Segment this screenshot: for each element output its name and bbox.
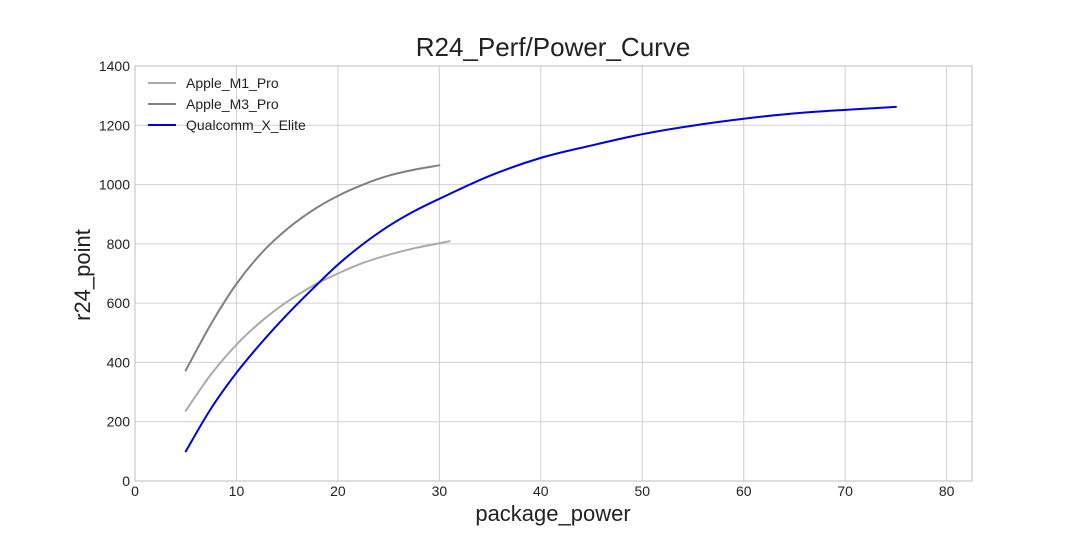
legend-label-apple-m3-pro: Apple_M3_Pro [186,96,279,112]
x-axis-title: package_power [475,501,630,526]
series-line-apple-m3-pro [184,164,441,372]
plot-frame [134,65,973,482]
x-tick-label: 30 [432,483,448,499]
y-tick-label: 1000 [99,177,130,193]
x-tick-label: 60 [736,483,752,499]
x-tick-label: 0 [131,483,139,499]
series-lines [184,105,897,453]
y-tick-label: 0 [122,473,130,489]
series-line-apple-m1-pro [184,240,451,412]
y-axis-title: r24_point [70,229,95,321]
x-tick-label: 50 [634,483,650,499]
y-tick-label: 200 [107,414,131,430]
y-tick-label: 1200 [99,117,130,133]
legend-label-qualcomm-x-elite: Qualcomm_X_Elite [186,117,306,133]
x-tick-label: 20 [330,483,346,499]
y-tick-label: 1400 [99,58,130,74]
x-tick-label: 10 [229,483,245,499]
y-tick-label: 600 [107,295,131,311]
chart-title: R24_Perf/Power_Curve [416,32,691,62]
series-line-qualcomm-x-elite [184,105,897,453]
x-tick-label: 40 [533,483,549,499]
legend-label-apple-m1-pro: Apple_M1_Pro [186,75,279,91]
legend: Apple_M1_Pro Apple_M3_Pro Qualcomm_X_Elite [148,75,306,133]
y-tick-label: 400 [107,354,131,370]
tick-labels: 0 10 20 30 40 50 60 70 8002004006008001000120014… [99,58,955,499]
y-tick-label: 800 [107,236,131,252]
x-tick-label: 80 [939,483,955,499]
x-tick-label: 70 [837,483,853,499]
